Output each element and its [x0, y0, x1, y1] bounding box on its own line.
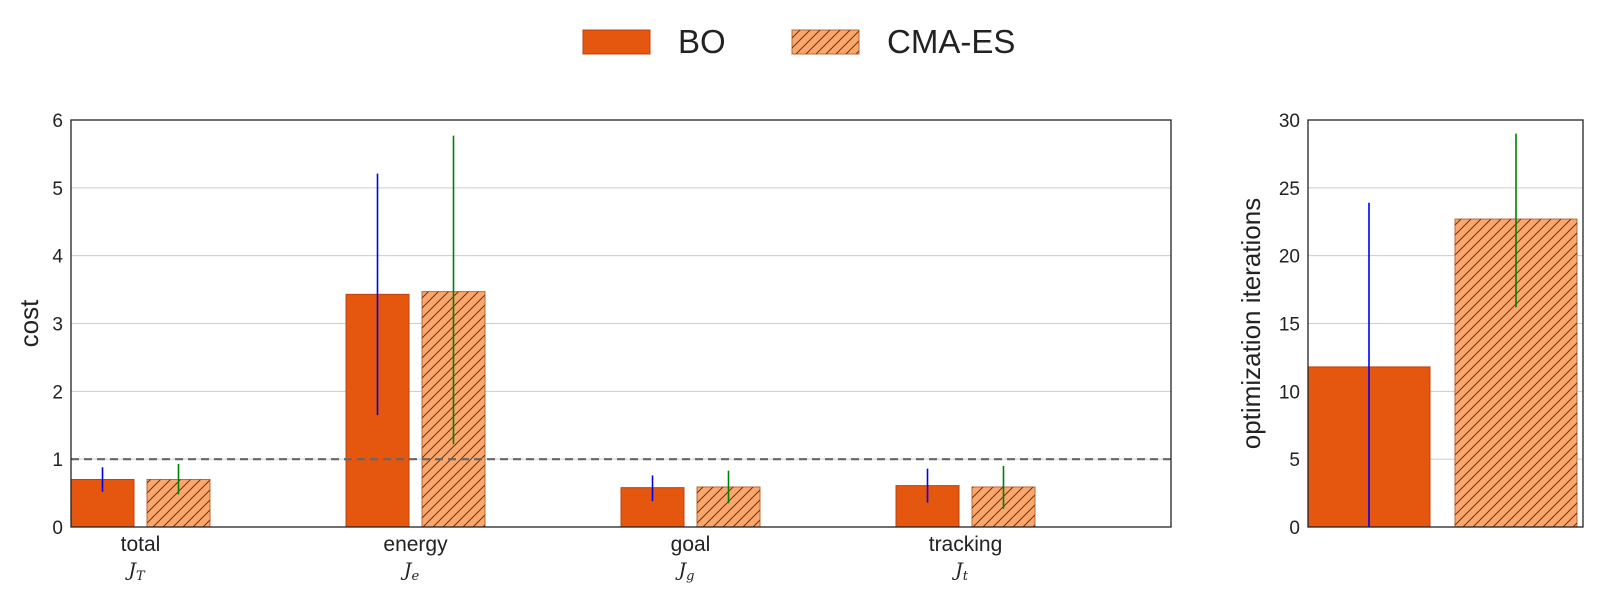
- iterations-y-tick-label: 20: [1279, 247, 1300, 268]
- iterations-y-tick-label: 0: [1289, 518, 1300, 539]
- category-label-energy: energy: [383, 533, 448, 556]
- iterations-chart: 0 5 10 15 20 25 30 optimization iterations: [1236, 111, 1584, 539]
- iterations-y-tick-label: 5: [1289, 450, 1300, 471]
- iterations-y-tick-label: 15: [1279, 315, 1300, 336]
- iterations-y-axis-label: optimization iterations: [1236, 198, 1266, 449]
- iterations-y-tick-label: 10: [1279, 382, 1300, 403]
- cost-y-tick-label: 2: [52, 382, 63, 403]
- cost-gridlines: [71, 187, 1171, 460]
- legend-label-bo: BO: [678, 23, 726, 60]
- cost-y-tick-label: 6: [52, 111, 63, 132]
- cost-plot-frame: [70, 119, 1172, 528]
- iterations-y-tick-label: 25: [1279, 179, 1300, 200]
- cost-y-tick-labels: 0 1 2 3 4 5 6: [52, 111, 63, 539]
- legend-swatch-cma-es-hatch: [792, 30, 859, 54]
- category-label-goal: goal: [671, 533, 711, 556]
- cost-y-tick-label: 3: [52, 315, 63, 336]
- iterations-error-bars: [1368, 133, 1517, 527]
- cost-error-bars: [101, 135, 1005, 509]
- category-label-tracking: tracking: [929, 533, 1003, 556]
- category-label-total: total: [121, 533, 161, 556]
- iterations-plot-frame: [1307, 119, 1584, 528]
- category-math-label-total: JT: [124, 559, 146, 584]
- category-math-label-tracking: Jt: [951, 559, 969, 584]
- cost-y-tick-label: 5: [52, 179, 63, 200]
- legend: BO CMA-ES: [582, 23, 1015, 60]
- iterations-y-tick-label: 30: [1279, 111, 1300, 132]
- cost-y-tick-label: 4: [52, 247, 63, 268]
- iterations-y-tick-labels: 0 5 10 15 20 25 30: [1279, 111, 1300, 539]
- cost-y-tick-label: 1: [52, 450, 63, 471]
- category-math-label-goal: Jg: [675, 559, 695, 584]
- cost-y-axis-label: cost: [14, 299, 44, 347]
- category-math-label-energy: Je: [400, 559, 420, 584]
- legend-label-cma-es: CMA-ES: [887, 23, 1015, 60]
- cost-y-tick-label: 0: [52, 518, 63, 539]
- cost-category-labels: total JT energy Je goal Jg tracking Jt: [121, 533, 1003, 584]
- cost-bars: [70, 291, 1036, 528]
- iterations-bars: [1307, 218, 1578, 528]
- legend-swatch-bo: [582, 29, 651, 55]
